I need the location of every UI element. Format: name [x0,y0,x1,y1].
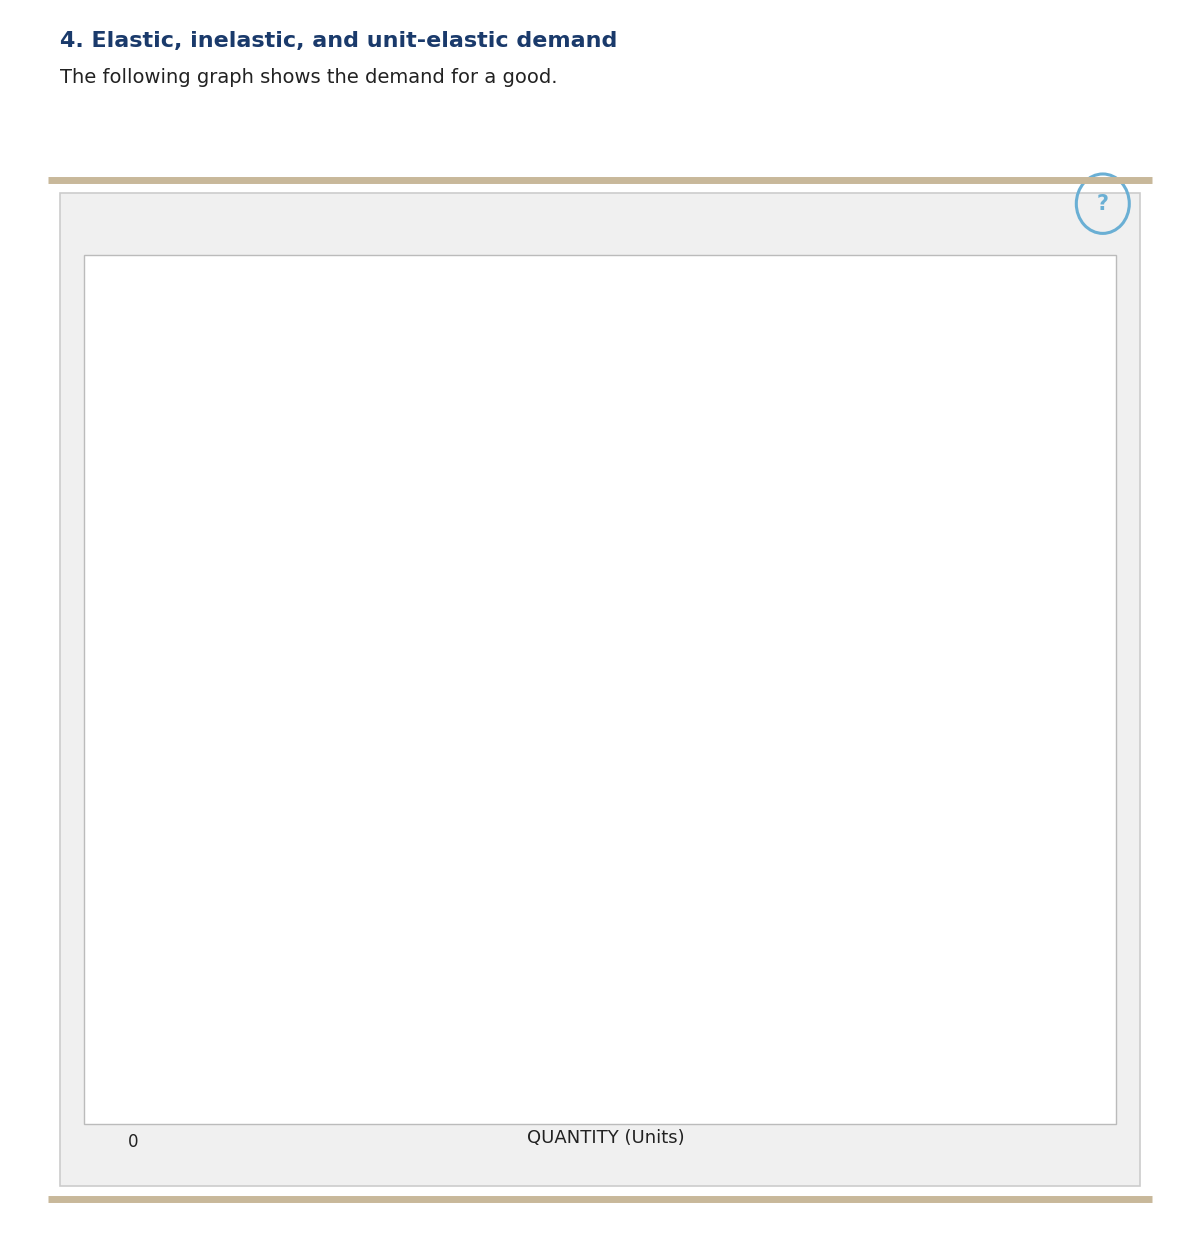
Y-axis label: PRICE (Dollars per unit): PRICE (Dollars per unit) [112,617,130,811]
Text: 0: 0 [128,1133,139,1151]
Text: X: X [536,664,547,682]
Text: Demand: Demand [910,1048,980,1066]
Text: Z: Z [863,963,874,980]
Text: ?: ? [1097,194,1109,214]
X-axis label: QUANTITY (Units): QUANTITY (Units) [527,1129,685,1148]
Text: The following graph shows the demand for a good.: The following graph shows the demand for… [60,68,558,87]
Text: 4. Elastic, inelastic, and unit-elastic demand: 4. Elastic, inelastic, and unit-elastic … [60,31,617,51]
Text: Y: Y [629,749,640,768]
Text: W: W [302,451,319,469]
